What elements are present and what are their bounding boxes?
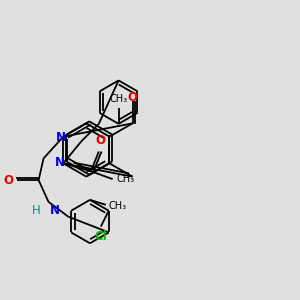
Text: H: H — [32, 204, 40, 217]
Text: N: N — [50, 204, 59, 217]
Text: CH₃: CH₃ — [117, 174, 135, 184]
Text: Cl: Cl — [94, 230, 107, 244]
Text: CH₃: CH₃ — [109, 201, 127, 211]
Text: CH₃: CH₃ — [110, 94, 128, 104]
Text: N: N — [55, 156, 65, 169]
Text: N: N — [56, 131, 66, 144]
Text: O: O — [96, 134, 106, 146]
Text: O: O — [3, 174, 13, 187]
Text: O: O — [128, 91, 137, 104]
